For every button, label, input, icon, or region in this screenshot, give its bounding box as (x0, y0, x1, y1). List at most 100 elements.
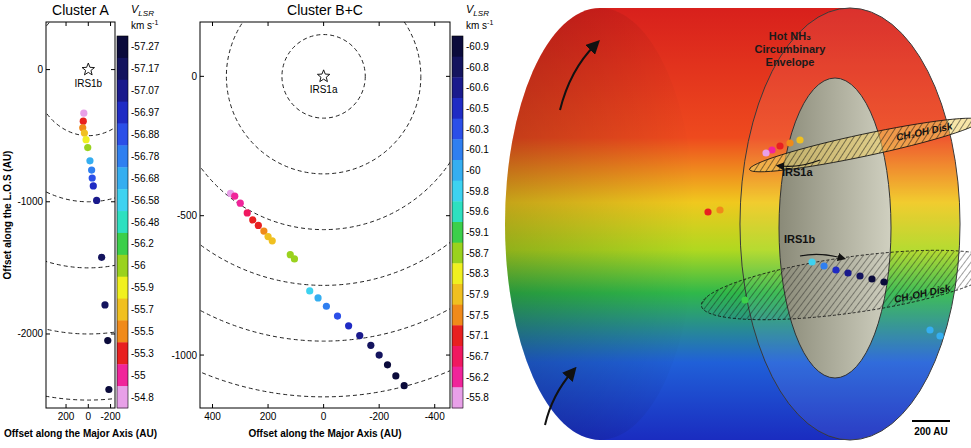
envelope-front-light (740, 8, 960, 440)
maser-spot (86, 157, 93, 164)
x-tick (379, 404, 380, 408)
maser-spot-sketch (796, 136, 803, 143)
maser-spot-sketch (776, 142, 783, 149)
colorbar-block (452, 346, 463, 367)
maser-spot-sketch (786, 139, 793, 146)
maser-spot-sketch (704, 208, 711, 215)
colorbar-unit: km s-1 (466, 19, 493, 31)
colorbar-block (117, 167, 128, 189)
colorbar-label: -55.8 (466, 392, 489, 403)
maser-spot (105, 386, 112, 393)
distance-ring (46, 22, 115, 268)
distance-ring (282, 35, 365, 119)
y-tick (446, 215, 450, 216)
colorbar-block (452, 284, 463, 305)
colorbar-label: -60.9 (466, 41, 489, 52)
colorbar-label: -60.6 (466, 82, 489, 93)
y-tick-label: -1000 (17, 196, 43, 207)
maser-spot-sketch (936, 332, 943, 339)
colorbar-block (117, 102, 128, 124)
colorbar-label: -57.07 (131, 85, 160, 96)
colorbar-block (452, 98, 463, 119)
x-tick (323, 22, 324, 26)
colorbar-block (117, 124, 128, 146)
source-label: IRS1a (782, 166, 813, 178)
x-axis-title: Offset along the Major Axis (AU) (4, 428, 157, 439)
scale-bar (912, 420, 950, 422)
colorbar-block (117, 145, 128, 167)
colorbar-label: -59.1 (466, 227, 489, 238)
colorbar-block (117, 36, 128, 58)
colorbar-block (452, 367, 463, 388)
colorbar-label: -55 (131, 370, 146, 381)
colorbar-title-sub: LSR (138, 9, 154, 18)
rotation-arrow (545, 372, 572, 425)
x-tick (110, 22, 111, 26)
source-label: IRS1a (310, 84, 338, 95)
maser-spot (345, 322, 352, 329)
colorbar-block (452, 181, 463, 202)
y-tick-label: -1000 (171, 350, 197, 361)
colorbar-label: -56.97 (131, 107, 160, 118)
y-tick (111, 201, 115, 202)
maser-spot (82, 136, 89, 143)
colorbar-label: -60.8 (466, 62, 489, 73)
disk-a-fill (747, 110, 971, 181)
colorbar-label: -57.17 (131, 63, 160, 74)
colorbar-label: -56.58 (131, 195, 160, 206)
colorbar-label: -55.3 (131, 348, 154, 359)
colorbar-label: -60.3 (466, 124, 489, 135)
maser-spot (269, 237, 276, 244)
plot-frame (200, 22, 450, 408)
colorbar-block (117, 320, 128, 342)
maser-spot-sketch (762, 149, 769, 156)
x-tick-label: -200 (369, 411, 389, 422)
maser-spot (249, 216, 256, 223)
colorbar-block (452, 305, 463, 326)
colorbar-label: -57.1 (466, 330, 489, 341)
maser-spot-sketch (880, 278, 887, 285)
colorbar-label: -54.8 (131, 392, 154, 403)
source-star (82, 63, 94, 75)
maser-spot (323, 303, 330, 310)
colorbar-block (117, 58, 128, 80)
colorbar-block (117, 364, 128, 386)
plot-area (46, 22, 115, 400)
y-tick (200, 355, 204, 356)
colorbar-block (452, 222, 463, 243)
colorbar-frame (452, 36, 463, 408)
envelope-front (740, 8, 960, 440)
disk-a (747, 110, 971, 181)
x-tick-label: -400 (425, 411, 445, 422)
colorbar-unit: km s-1 (131, 19, 158, 31)
maser-spot (244, 209, 251, 216)
colorbar-label: -57.27 (131, 41, 160, 52)
maser-spot-sketch (868, 275, 875, 282)
colorbar-label: -56 (131, 260, 146, 271)
x-tick-label: 200 (58, 411, 75, 422)
x-tick (323, 404, 324, 408)
colorbar-label: -55.5 (131, 326, 154, 337)
y-tick-label: 0 (191, 71, 197, 82)
colorbar-label: -60.5 (466, 103, 489, 114)
maser-spot (84, 144, 91, 151)
colorbar-label: -56.2 (131, 238, 154, 249)
colorbar-block (452, 387, 463, 408)
y-tick-label: -2000 (17, 328, 43, 339)
x-tick (379, 22, 380, 26)
distance-ring (200, 22, 450, 408)
x-tick-label: 200 (260, 411, 277, 422)
y-axis-title: Offset along the L.O.S (AU) (2, 151, 13, 280)
maser-spot (101, 301, 108, 308)
figure: IRS1b0-1000-20002000-200Offset along the… (0, 0, 971, 448)
scale-label: 200 AU (914, 426, 948, 437)
x-tick (212, 404, 213, 408)
colorbar-label: -57.5 (466, 310, 489, 321)
colorbar-frame (117, 36, 128, 408)
colorbar-block (452, 36, 463, 57)
colorbar-block (452, 201, 463, 222)
maser-spot-sketch (926, 326, 933, 333)
maser-spot (89, 174, 96, 181)
x-tick (66, 22, 67, 26)
colorbar-label: -59.8 (466, 186, 489, 197)
